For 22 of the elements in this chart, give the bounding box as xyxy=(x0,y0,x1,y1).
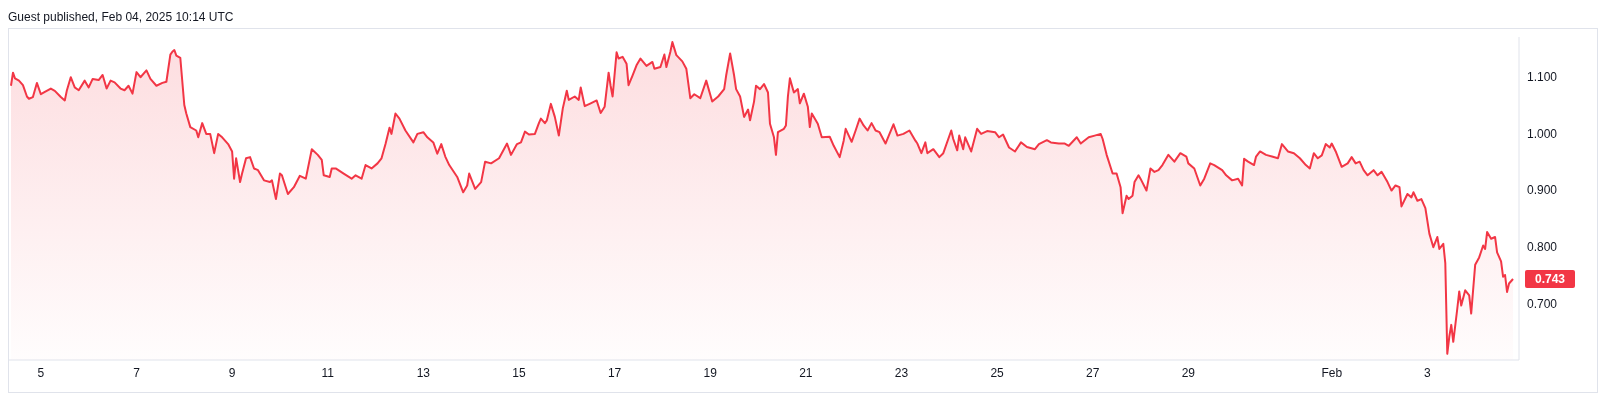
x-tick-label: 25 xyxy=(990,365,1005,380)
x-tick-label: 7 xyxy=(133,365,141,380)
x-tick-label: 13 xyxy=(416,365,431,380)
chart-title: Guest published, Feb 04, 2025 10:14 UTC xyxy=(8,9,235,26)
y-tick-label: 1.100 xyxy=(1527,69,1558,84)
y-tick-label: 0.700 xyxy=(1527,296,1558,311)
x-tick-label: 17 xyxy=(607,365,622,380)
x-tick-label: 9 xyxy=(228,365,236,380)
x-tick-label: 27 xyxy=(1086,365,1100,380)
x-tick-label: 3 xyxy=(1424,365,1432,380)
y-tick-label: 0.900 xyxy=(1527,183,1558,198)
x-tick-label: 23 xyxy=(894,365,909,380)
x-tick-label: 21 xyxy=(799,365,813,380)
x-tick-label: 5 xyxy=(37,365,45,380)
x-tick-label: 11 xyxy=(321,365,335,380)
y-tick-label: 0.800 xyxy=(1527,239,1558,254)
x-tick-label: 15 xyxy=(512,365,526,380)
x-tick-label: 29 xyxy=(1181,365,1196,380)
annotation: 0.743 xyxy=(1534,271,1566,286)
x-tick-label: Feb xyxy=(1321,365,1343,380)
y-tick-label: 1.000 xyxy=(1527,126,1558,141)
x-tick-label: 19 xyxy=(703,365,718,380)
